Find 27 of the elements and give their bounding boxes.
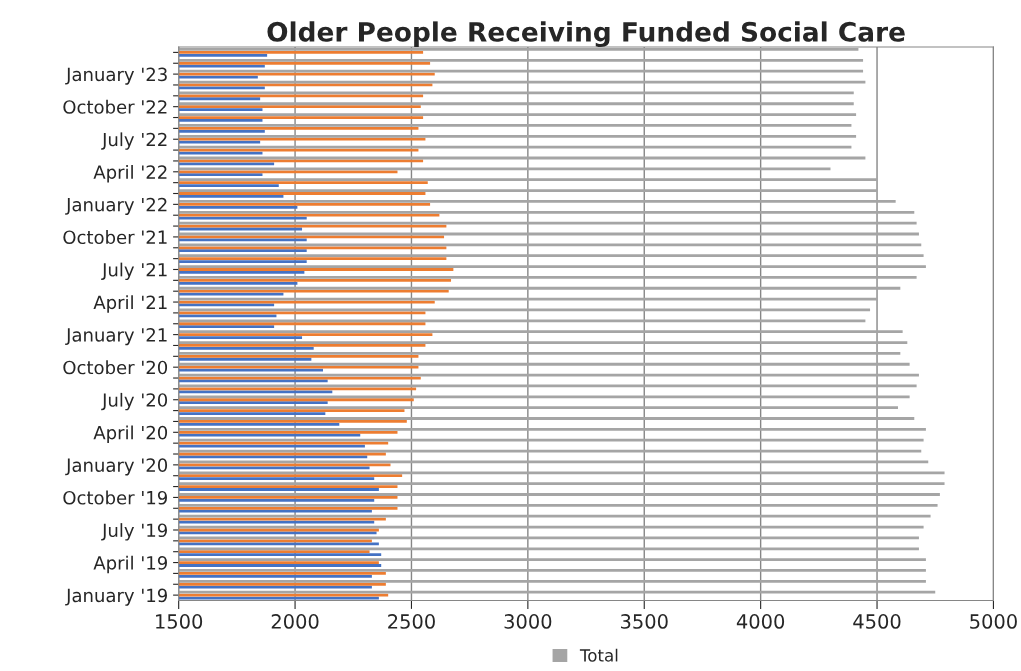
x-tick-label: 4000	[736, 614, 785, 629]
y-tick-label: October '21	[63, 230, 167, 245]
legend-label: Total	[579, 648, 618, 662]
x-tick-label: 5000	[970, 614, 1017, 629]
y-tick-label: April '21	[93, 295, 167, 313]
y-tick-label: July '20	[101, 392, 168, 411]
y-tick-label: January '20	[65, 458, 168, 476]
y-tick-label: October '22	[63, 99, 167, 114]
y-tick-label: January '19	[65, 588, 167, 606]
y-tick-label: April '22	[93, 164, 167, 183]
x-tick-label: 3500	[620, 614, 668, 629]
y-tick-label: April '20	[93, 425, 168, 443]
y-tick-label: October '20	[63, 360, 168, 375]
y-tick-label: October '19	[63, 490, 167, 505]
x-tick-label: 2000	[271, 614, 319, 629]
y-tick-label: January '23	[65, 67, 167, 85]
y-tick-label: July '19	[101, 523, 167, 541]
x-tick-label: 3000	[504, 614, 552, 629]
y-tick-label: January '21	[65, 328, 167, 346]
y-tick-label: July '21	[101, 262, 167, 281]
y-tick-label: April '19	[93, 555, 167, 574]
x-tick-label: 2500	[388, 614, 435, 629]
chart-title: Older People Receiving Funded Social Care	[267, 21, 905, 48]
y-tick-label: January '22	[65, 197, 167, 215]
x-tick-label: 1500	[156, 614, 203, 629]
y-tick-label: July '22	[101, 132, 167, 150]
x-tick-label: 4500	[853, 614, 901, 629]
